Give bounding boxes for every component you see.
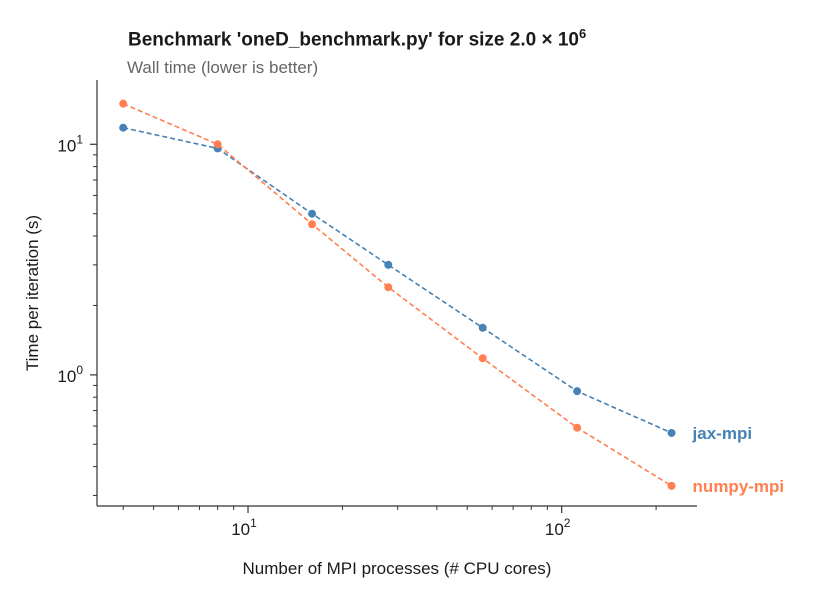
chart-subtitle: Wall time (lower is better) (127, 58, 319, 77)
y-tick-label: 101 (57, 132, 83, 155)
x-tick-label: 102 (545, 516, 571, 539)
data-point (384, 260, 393, 269)
series-numpy-mpi: numpy-mpi (119, 99, 785, 496)
data-point (119, 123, 128, 132)
data-point (308, 209, 317, 218)
data-point (573, 423, 582, 432)
data-point (573, 387, 582, 396)
data-point (308, 220, 317, 229)
y-axis-label: Time per iteration (s) (23, 215, 42, 371)
series-label: jax-mpi (692, 424, 753, 443)
data-point (384, 283, 393, 292)
chart-title-exponent: 6 (578, 26, 587, 41)
series-line (123, 126, 672, 434)
y-tick-label: 100 (57, 363, 83, 386)
series-label: numpy-mpi (693, 477, 785, 496)
ticks: 101 102 101 100 (57, 132, 657, 539)
data-point (667, 428, 676, 437)
x-tick-label: 101 (231, 516, 257, 539)
series-line (122, 102, 673, 487)
data-point (213, 140, 222, 149)
data-point (478, 354, 487, 363)
x-axis-label: Number of MPI processes (# CPU cores) (243, 559, 552, 578)
series-layer: jax-mpi numpy-mpi (119, 99, 785, 496)
chart-title: Benchmark 'oneD_benchmark.py' for size 2… (128, 26, 586, 51)
data-point (667, 481, 676, 490)
data-point (478, 323, 487, 332)
chart-title-text: Benchmark 'oneD_benchmark.py' for size 2… (128, 29, 579, 51)
axes (96, 80, 697, 507)
data-point (119, 99, 128, 108)
series-jax-mpi: jax-mpi (119, 123, 753, 443)
